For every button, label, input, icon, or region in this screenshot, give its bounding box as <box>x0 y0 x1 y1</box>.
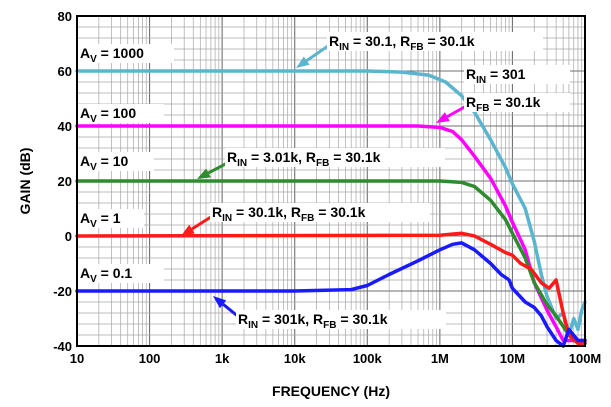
plot-frame <box>76 15 586 347</box>
tick-labels: 10 100 1k 10k 100k 1M 10M 100M 80 60 40 20 0 -20 -40 <box>53 9 601 366</box>
curves <box>75 69 587 348</box>
annotation-label: AV = 10 <box>80 153 129 173</box>
x-axis-label: FREQUENCY (Hz) <box>272 383 390 399</box>
annotation-label: RIN = 301k, RFB = 30.1k <box>238 311 388 331</box>
annotation-label: AV = 0.1 <box>80 265 132 285</box>
x-tick-label: 100M <box>569 351 602 366</box>
x-tick-label: 10M <box>500 351 525 366</box>
y-tick-label: 20 <box>58 174 72 189</box>
y-tick-label: -20 <box>53 284 72 299</box>
y-tick-label: 0 <box>65 229 72 244</box>
annotation-label-bg <box>225 148 445 167</box>
series-line-4 <box>75 241 587 348</box>
annotation-labels: AV = 1000 AV = 100 AV = 10 AV = 1 AV = 0.1 RI… <box>78 32 570 331</box>
annotation-arrow-head <box>213 296 227 309</box>
annotation-label-bg <box>236 310 446 329</box>
series-line-1 <box>75 124 587 343</box>
annotation-label-bg <box>327 32 543 51</box>
x-tick-label: 10k <box>284 351 306 366</box>
x-tick-label: 10 <box>70 351 84 366</box>
annotation-label: AV = 100 <box>80 105 136 125</box>
annotation-label-bg <box>78 44 174 63</box>
y-tick-label: 60 <box>58 64 72 79</box>
annotation-label-bg <box>78 152 154 171</box>
annotation-label-bg <box>78 264 164 283</box>
x-tick-label: 100k <box>353 351 383 366</box>
y-tick-label: 40 <box>58 119 72 134</box>
annotation-label: AV = 1000 <box>80 45 144 65</box>
x-tick-label: 1M <box>431 351 449 366</box>
annotation-label-bg <box>464 93 570 112</box>
annotation-arrow-head <box>296 56 310 68</box>
annotation-arrow-shaft <box>305 44 329 62</box>
annotation-arrow-head <box>197 168 211 179</box>
annotation-label-bg <box>210 203 430 222</box>
annotation-arrow-head <box>436 112 450 123</box>
series-line-0 <box>75 69 587 337</box>
annotation-label: RIN = 301 <box>466 66 526 86</box>
annotation-label: RIN = 30.1k, RFB = 30.1k <box>212 204 366 224</box>
y-axis-label: GAIN (dB) <box>17 148 33 215</box>
annotation-label-bg <box>78 209 144 228</box>
annotation-label-bg <box>78 104 164 123</box>
y-tick-label: 80 <box>58 9 72 24</box>
y-tick-label: -40 <box>53 339 72 354</box>
series-line-3 <box>75 231 587 346</box>
x-tick-label: 100 <box>139 351 161 366</box>
annotation-label: AV = 1 <box>80 210 121 230</box>
annotation-label: RIN = 30.1, RFB = 30.1k <box>329 33 475 53</box>
annotation-label-bg <box>464 65 570 84</box>
annotation-arrow-head <box>181 224 195 236</box>
annotation-label: RFB = 30.1k <box>466 94 541 114</box>
x-tick-label: 1k <box>215 351 230 366</box>
annotation-label: RIN = 3.01k, RFB = 30.1k <box>227 149 381 169</box>
